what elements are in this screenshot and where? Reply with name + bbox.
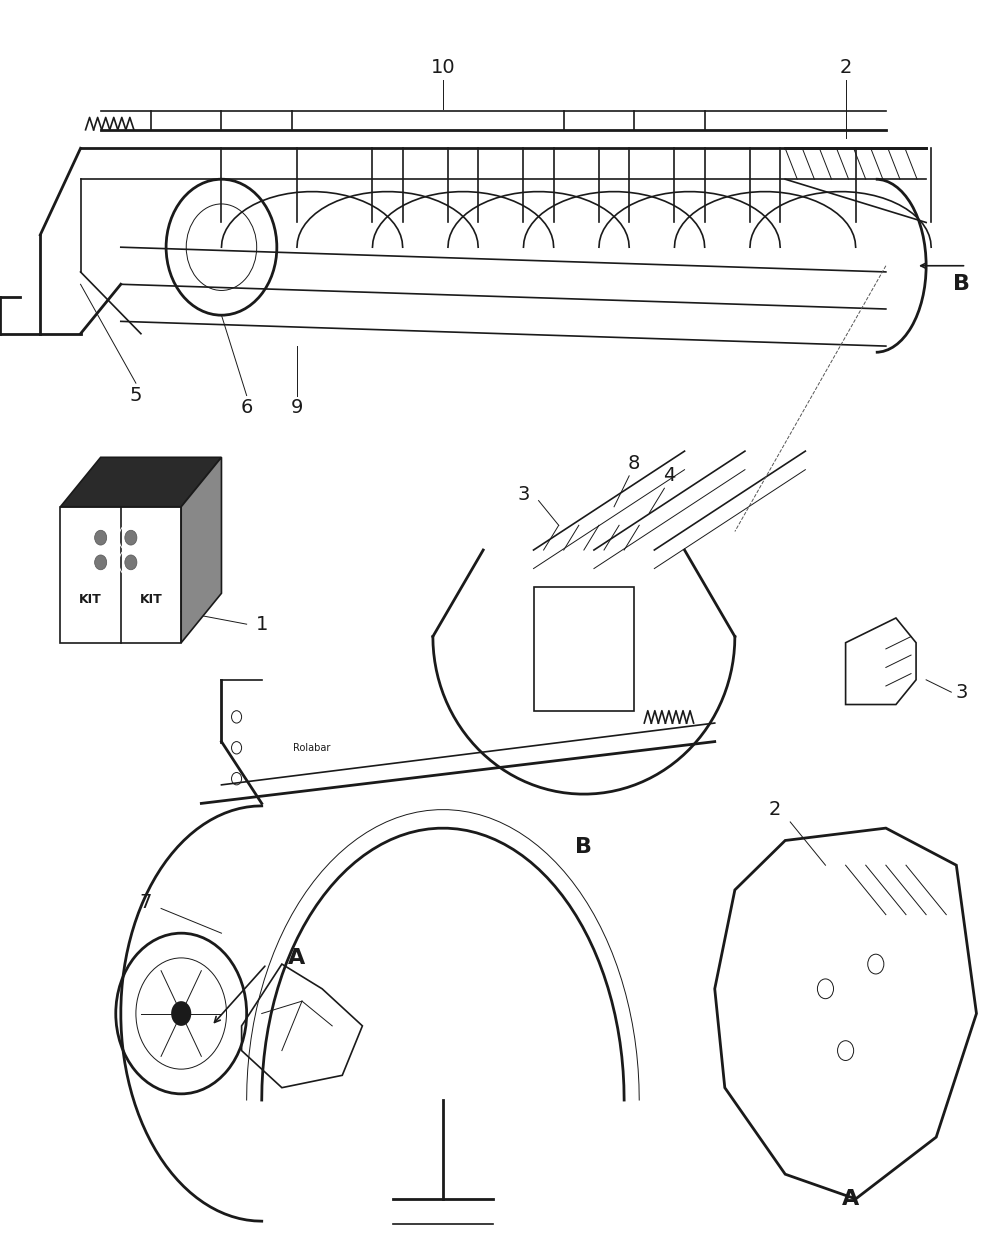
Circle shape bbox=[95, 530, 107, 545]
Text: 1: 1 bbox=[256, 614, 268, 634]
Text: 2: 2 bbox=[769, 800, 781, 819]
Text: 3: 3 bbox=[517, 485, 529, 504]
Text: 10: 10 bbox=[431, 58, 455, 78]
Text: 9: 9 bbox=[291, 398, 303, 418]
Text: B: B bbox=[575, 837, 592, 857]
Text: 3: 3 bbox=[955, 682, 967, 702]
Text: 7: 7 bbox=[140, 892, 152, 912]
Text: B: B bbox=[953, 274, 969, 294]
Text: Rolabar: Rolabar bbox=[293, 743, 331, 753]
Polygon shape bbox=[181, 457, 221, 643]
Text: A: A bbox=[841, 1189, 859, 1209]
Text: A: A bbox=[288, 948, 306, 968]
Text: 4: 4 bbox=[663, 466, 675, 486]
Bar bbox=[533, 587, 634, 711]
Text: KIT: KIT bbox=[79, 593, 102, 606]
Circle shape bbox=[125, 555, 137, 570]
Text: 2: 2 bbox=[839, 58, 851, 78]
Circle shape bbox=[95, 555, 107, 570]
Circle shape bbox=[125, 530, 137, 545]
Circle shape bbox=[171, 1001, 191, 1026]
Text: 8: 8 bbox=[628, 454, 640, 473]
Text: KIT: KIT bbox=[140, 593, 162, 606]
Polygon shape bbox=[60, 457, 221, 507]
Text: 5: 5 bbox=[130, 386, 142, 405]
Text: 6: 6 bbox=[240, 398, 253, 418]
